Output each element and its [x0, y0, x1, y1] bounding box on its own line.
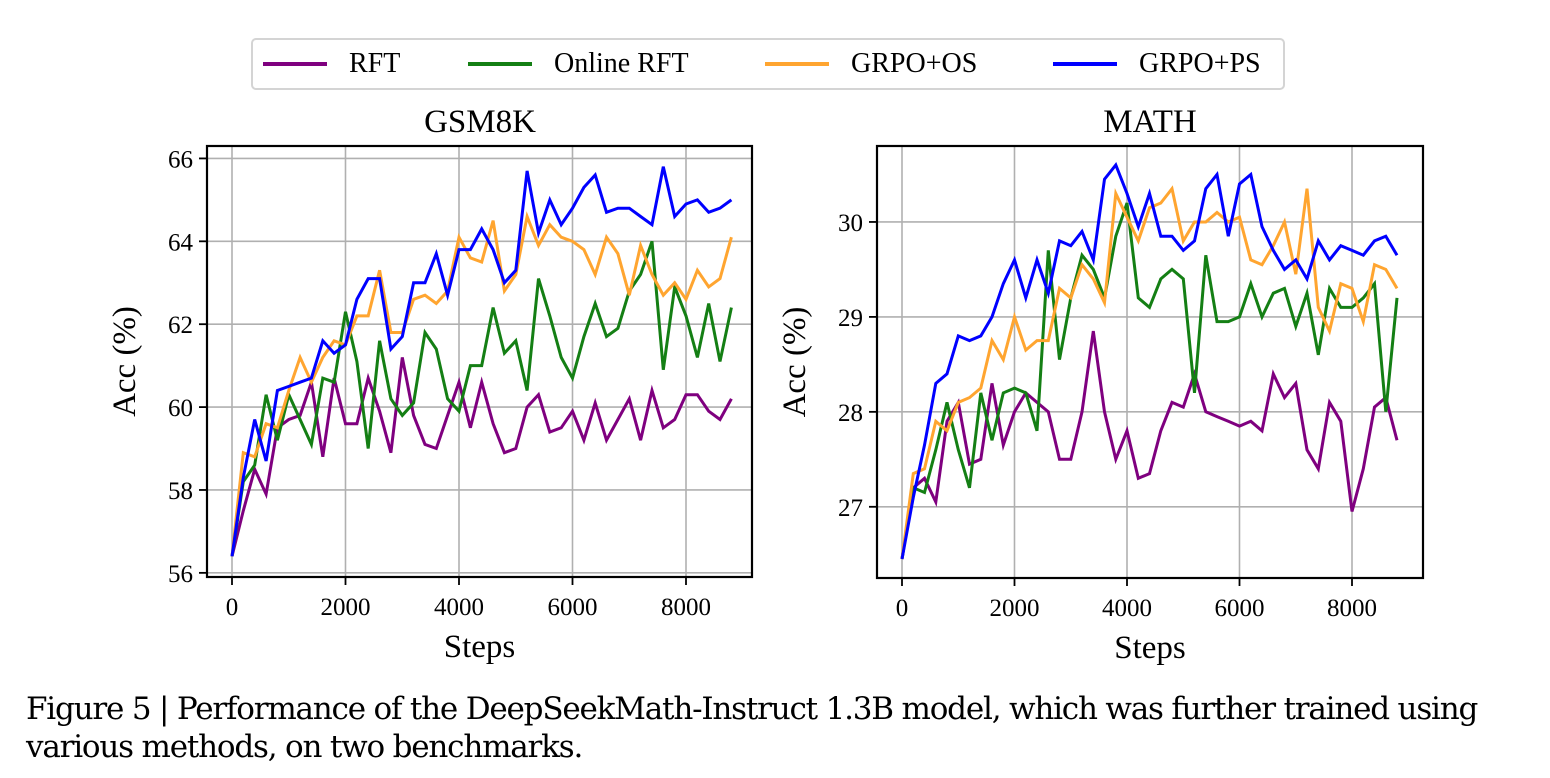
series-line-rft: [900, 330, 1399, 560]
series-line-grpo-os: [900, 185, 1399, 560]
series-line-grpo-os: [230, 211, 733, 557]
legend-item-grpo-ps: GRPO+PS: [1053, 40, 1261, 88]
legend-swatch-rft: [263, 62, 327, 66]
y-tick-label: 30: [838, 210, 863, 237]
x-tick-label: 4000: [1102, 595, 1152, 622]
y-tick-label: 64: [168, 229, 194, 256]
plot-title: GSM8K: [424, 104, 536, 140]
y-axis-label: Acc (%): [107, 306, 143, 417]
figure-caption: Figure 5 | Performance of the DeepSeekMa…: [26, 691, 1478, 765]
x-tick-label: 6000: [1215, 595, 1265, 622]
y-tick-label: 27: [838, 495, 863, 522]
x-tick-label: 2000: [990, 595, 1040, 622]
x-tick-label: 8000: [661, 594, 711, 621]
x-tick-label: 8000: [1327, 595, 1377, 622]
legend-label-rft: RFT: [349, 48, 401, 79]
y-tick-label: 62: [168, 312, 193, 339]
series-line-online-rft: [230, 240, 733, 557]
y-tick-label: 58: [168, 478, 193, 505]
y-tick-label: 60: [168, 395, 193, 422]
series-line-online-rft: [900, 202, 1399, 560]
x-tick-label: 4000: [434, 594, 484, 621]
plot-frame: [205, 144, 754, 579]
legend-label-grpo-os: GRPO+OS: [851, 48, 978, 79]
plot-title: MATH: [1103, 104, 1197, 140]
y-tick-label: 29: [838, 305, 863, 332]
x-tick-label: 0: [896, 595, 909, 622]
x-tick-label: 6000: [548, 594, 598, 621]
series-line-grpo-ps: [230, 166, 733, 557]
plot-frame: [875, 144, 1425, 580]
legend-item-online-rft: Online RFT: [468, 40, 689, 88]
y-tick-label: 28: [838, 400, 863, 427]
chart-legend: RFT Online RFT GRPO+OS GRPO+PS: [251, 38, 1285, 90]
chart-math: MATH 0 2000 4000 6000 8000 27 28 29 30 Steps Acc (%…: [777, 104, 1425, 666]
y-tick-label: 66: [168, 146, 193, 173]
legend-label-online-rft: Online RFT: [554, 48, 689, 79]
x-axis-label: Steps: [444, 629, 516, 665]
legend-swatch-grpo-ps: [1053, 62, 1117, 66]
series-line-grpo-ps: [900, 162, 1399, 560]
legend-item-grpo-os: GRPO+OS: [765, 40, 977, 88]
legend-swatch-grpo-os: [765, 62, 829, 66]
x-tick-label: 2000: [321, 594, 371, 621]
chart-gsm8k: GSM8K 0 2000 4000 6000 8000 56 58 60 62 64 66 Steps A…: [107, 104, 754, 665]
legend-swatch-online-rft: [468, 62, 532, 66]
series-line-rft: [230, 357, 733, 557]
x-tick-label: 0: [226, 594, 239, 621]
legend-item-rft: RFT: [263, 40, 400, 88]
y-axis-label: Acc (%): [777, 307, 813, 418]
y-tick-label: 56: [168, 561, 193, 588]
legend-label-grpo-ps: GRPO+PS: [1139, 48, 1261, 79]
x-axis-label: Steps: [1114, 630, 1186, 666]
figure-plots: GSM8K 0 2000 4000 6000 8000 56 58 60 62 64 66 Steps A…: [107, 104, 1425, 666]
